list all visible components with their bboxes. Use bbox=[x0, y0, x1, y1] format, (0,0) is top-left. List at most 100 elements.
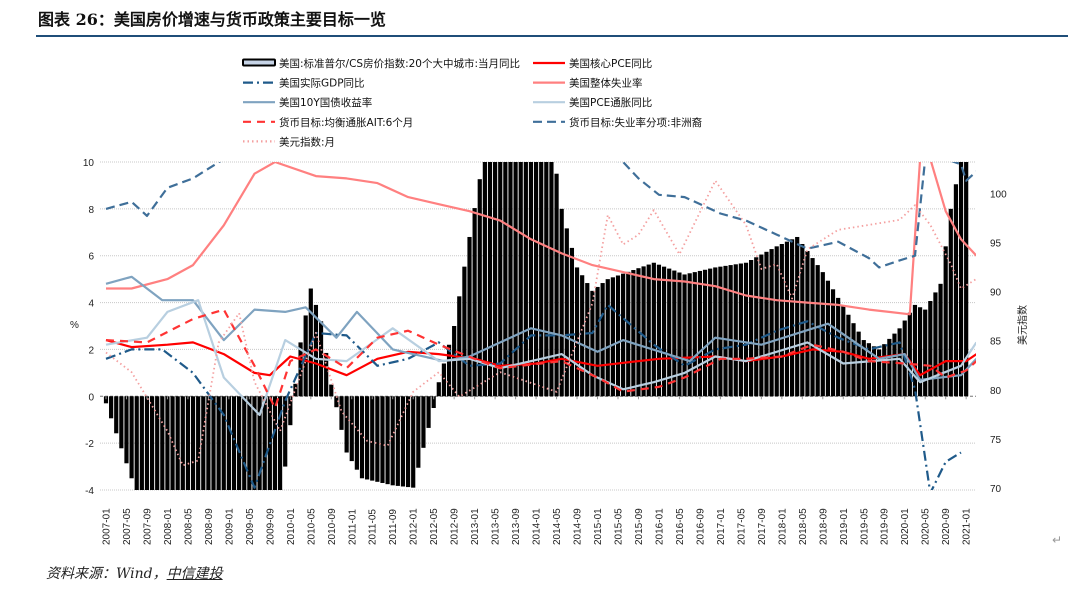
x-tick-label: 2007-05 bbox=[122, 508, 133, 545]
x-tick-label: 2016-01 bbox=[654, 508, 665, 545]
source-link[interactable]: 中信建投 bbox=[166, 566, 223, 582]
bar bbox=[800, 244, 805, 397]
source-note: 资料来源：Wind，中信建投 bbox=[46, 563, 223, 583]
bar bbox=[477, 179, 482, 397]
bar bbox=[421, 396, 426, 448]
bar bbox=[846, 314, 851, 397]
bar bbox=[221, 396, 226, 490]
bar bbox=[667, 268, 672, 397]
bar bbox=[595, 286, 600, 397]
bar bbox=[103, 396, 109, 404]
bar bbox=[631, 270, 636, 397]
x-tick-label: 2015-01 bbox=[593, 508, 604, 545]
bar bbox=[226, 396, 231, 490]
bar bbox=[539, 162, 544, 397]
bar bbox=[114, 396, 119, 434]
bar bbox=[231, 396, 237, 490]
return-mark: ↵ bbox=[1051, 533, 1062, 547]
bar bbox=[196, 396, 201, 490]
bar bbox=[861, 340, 866, 397]
bar bbox=[728, 265, 733, 397]
bar bbox=[789, 239, 795, 397]
bar bbox=[774, 246, 779, 397]
y-axis-right-label: 美元指数 bbox=[1016, 305, 1029, 345]
bar bbox=[815, 265, 820, 397]
bar bbox=[405, 396, 411, 488]
legend-label: 美国:标准普尔/CS房价指数:20个大中城市:当月同比 bbox=[279, 57, 520, 70]
bar bbox=[651, 262, 656, 397]
bar bbox=[257, 396, 262, 490]
bar bbox=[124, 396, 129, 464]
bar bbox=[426, 396, 431, 428]
bar bbox=[482, 162, 487, 397]
bar bbox=[211, 396, 216, 490]
bar bbox=[467, 236, 472, 397]
bar bbox=[462, 266, 467, 397]
bar bbox=[687, 273, 692, 397]
bar bbox=[912, 304, 918, 397]
y-right-tick-label: 75 bbox=[990, 435, 1002, 446]
series-line-1 bbox=[105, 303, 962, 490]
bar bbox=[713, 267, 718, 397]
bar bbox=[656, 264, 662, 397]
bar bbox=[626, 271, 631, 397]
bar bbox=[646, 264, 651, 397]
bar bbox=[738, 263, 743, 397]
bar bbox=[344, 396, 349, 453]
bar bbox=[139, 396, 144, 490]
bar bbox=[784, 241, 790, 397]
x-tick-label: 2008-09 bbox=[204, 508, 215, 545]
bar bbox=[810, 258, 815, 397]
bar bbox=[672, 270, 677, 397]
x-tick-label: 2019-09 bbox=[880, 508, 891, 545]
x-tick-label: 2009-09 bbox=[265, 508, 276, 545]
legend-label: 美国实际GDP同比 bbox=[279, 77, 365, 90]
bar bbox=[964, 162, 969, 397]
x-tick-label: 2011-01 bbox=[347, 509, 358, 545]
bar bbox=[805, 251, 810, 397]
bar bbox=[877, 349, 882, 397]
x-tick-label: 2015-09 bbox=[634, 508, 645, 545]
bar bbox=[708, 268, 713, 397]
bar bbox=[380, 396, 385, 483]
bar bbox=[431, 396, 436, 408]
bar bbox=[109, 396, 114, 419]
bar bbox=[119, 396, 124, 449]
bar bbox=[144, 396, 150, 490]
bar bbox=[247, 396, 252, 490]
bar bbox=[206, 396, 211, 490]
bar bbox=[871, 346, 877, 397]
bar bbox=[185, 396, 191, 490]
x-tick-label: 2016-09 bbox=[695, 508, 706, 545]
bar bbox=[513, 162, 518, 397]
legend-label: 美元指数:月 bbox=[279, 135, 335, 148]
x-tick-label: 2012-05 bbox=[429, 508, 440, 545]
series-line-4 bbox=[105, 299, 976, 417]
bar bbox=[641, 266, 646, 397]
bar bbox=[948, 208, 953, 397]
bar bbox=[283, 396, 288, 467]
bar bbox=[339, 396, 344, 430]
bar bbox=[887, 338, 892, 397]
bar bbox=[349, 396, 354, 462]
x-tick-label: 2013-09 bbox=[511, 508, 522, 545]
series-line-2 bbox=[106, 162, 976, 316]
title-divider bbox=[36, 35, 1068, 37]
bar bbox=[385, 396, 390, 485]
bar bbox=[661, 266, 667, 397]
x-tick-label: 2014-05 bbox=[552, 508, 563, 545]
bar bbox=[395, 396, 400, 486]
x-tick-label: 2007-09 bbox=[142, 508, 153, 545]
legend-label: 美国PCE通胀同比 bbox=[569, 96, 652, 109]
x-tick-label: 2008-01 bbox=[163, 508, 174, 545]
bar bbox=[938, 283, 943, 397]
bar bbox=[718, 266, 723, 397]
source-text: 资料来源：Wind， bbox=[46, 566, 167, 582]
bar bbox=[518, 162, 523, 397]
series-line-5 bbox=[105, 308, 976, 410]
x-tick-label: 2017-01 bbox=[716, 508, 727, 545]
x-tick-label: 2017-09 bbox=[757, 508, 768, 545]
bar bbox=[446, 344, 452, 397]
legend-swatch bbox=[242, 58, 276, 67]
bar bbox=[498, 162, 503, 397]
